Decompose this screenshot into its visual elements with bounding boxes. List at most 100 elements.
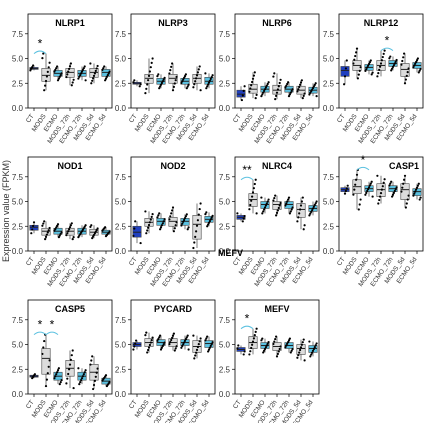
data-point-nlrc4 xyxy=(302,228,305,231)
data-point-nod1 xyxy=(54,228,57,231)
data-point-nlrc4 xyxy=(301,196,304,199)
data-point-nlrc4 xyxy=(299,204,303,207)
data-point-nod2 xyxy=(132,234,135,237)
panel-title-nlrp12: NLRP12 xyxy=(364,18,399,28)
data-point-nlrp3 xyxy=(199,89,202,92)
y-tick-label-nlrp1: 2.5 xyxy=(12,79,24,88)
data-point-nlrp3 xyxy=(147,74,151,77)
data-point-casp1 xyxy=(364,193,367,196)
data-point-nlrc4 xyxy=(310,210,313,214)
y-tick-label-pycard: 2.5 xyxy=(115,365,127,374)
data-point-nod2 xyxy=(168,218,171,221)
data-point-nlrp6 xyxy=(311,88,314,91)
data-point-nod2 xyxy=(147,223,151,227)
data-point-mefv xyxy=(274,337,277,341)
data-point-nlrp12 xyxy=(405,74,408,77)
data-point-nlrp1 xyxy=(65,75,68,79)
y-tick-label-nod2: 5.0 xyxy=(115,198,127,207)
data-point-nlrc4 xyxy=(260,196,263,199)
data-point-mefv xyxy=(311,351,314,354)
data-point-nod2 xyxy=(151,213,154,216)
data-point-casp5 xyxy=(69,358,72,361)
data-point-nlrc4 xyxy=(287,198,290,201)
data-point-nlrc4 xyxy=(299,208,302,211)
data-point-nod2 xyxy=(159,228,162,231)
data-point-nlrp12 xyxy=(370,73,373,76)
data-point-nod1 xyxy=(68,228,71,231)
data-point-nlrp3 xyxy=(211,74,214,77)
data-point-nlrp3 xyxy=(193,83,196,86)
data-point-nlrp1 xyxy=(44,84,47,87)
data-point-casp1 xyxy=(365,191,368,194)
data-point-casp1 xyxy=(390,180,393,183)
data-point-nlrc4 xyxy=(251,195,254,198)
data-point-nlrp3 xyxy=(150,61,153,64)
data-point-nlrc4 xyxy=(262,210,265,213)
data-point-mefv xyxy=(288,337,291,340)
data-point-casp1 xyxy=(377,202,380,205)
data-point-mefv xyxy=(262,351,265,354)
data-point-nlrp6 xyxy=(291,88,294,91)
data-point-nlrc4 xyxy=(276,209,279,212)
data-point-pycard xyxy=(172,332,175,335)
data-point-mefv xyxy=(264,346,267,349)
data-point-casp5 xyxy=(67,372,70,376)
data-point-nlrp6 xyxy=(261,93,264,96)
data-point-nod2 xyxy=(195,224,199,227)
data-point-casp5 xyxy=(104,374,108,377)
data-point-pycard xyxy=(180,346,183,349)
y-tick-label-casp5: 2.5 xyxy=(12,365,24,374)
data-point-mefv xyxy=(309,355,312,358)
data-point-nod1 xyxy=(30,232,33,235)
data-point-casp5 xyxy=(33,373,37,376)
data-point-casp1 xyxy=(418,198,421,201)
data-point-pycard xyxy=(181,344,184,348)
data-point-nlrc4 xyxy=(250,199,253,202)
data-point-casp1 xyxy=(358,203,361,206)
data-point-nod2 xyxy=(198,207,201,211)
data-point-nod2 xyxy=(181,222,184,225)
data-point-pycard xyxy=(171,334,175,337)
data-point-nlrp12 xyxy=(416,57,419,60)
data-point-nlrp12 xyxy=(343,75,347,78)
data-point-nlrp12 xyxy=(369,59,372,62)
y-tick-label-nlrp3: 0.0 xyxy=(115,104,127,113)
data-point-nlrp12 xyxy=(395,58,398,62)
data-point-nod2 xyxy=(175,221,178,224)
data-point-nlrc4 xyxy=(296,220,299,223)
data-point-nod2 xyxy=(139,241,142,245)
data-point-nlrp6 xyxy=(266,82,269,86)
data-point-casp5 xyxy=(96,367,99,370)
panel-frame-nlrp1 xyxy=(27,13,113,109)
y-tick-label-pycard: 0.0 xyxy=(115,390,127,399)
data-point-nlrp6 xyxy=(310,90,313,93)
data-point-nlrp6 xyxy=(312,85,315,88)
data-point-nod1 xyxy=(89,225,92,228)
data-point-nlrp6 xyxy=(267,81,270,84)
data-point-nlrp6 xyxy=(265,84,268,87)
data-point-nlrp3 xyxy=(187,83,190,86)
data-point-pycard xyxy=(147,346,151,349)
data-point-nlrp1 xyxy=(44,79,48,83)
data-point-nod2 xyxy=(160,224,163,227)
y-tick-label-mefv: 0.0 xyxy=(219,390,231,399)
box-nlrc4-mods_5d xyxy=(296,203,306,218)
data-point-nlrp3 xyxy=(185,87,188,90)
box-casp5-mods xyxy=(41,348,51,375)
data-point-mefv xyxy=(303,359,306,362)
y-tick-label-nlrp1: 7.5 xyxy=(12,30,24,39)
data-point-nlrp3 xyxy=(186,85,189,88)
data-point-nlrc4 xyxy=(291,206,294,209)
data-point-nlrp6 xyxy=(277,85,280,88)
data-point-nlrc4 xyxy=(288,212,291,215)
data-point-pycard xyxy=(207,350,210,353)
data-point-nlrp3 xyxy=(173,82,176,85)
data-point-nlrp3 xyxy=(148,70,151,73)
data-point-nlrp1 xyxy=(31,64,35,67)
data-point-nlrp6 xyxy=(264,86,267,89)
data-point-nlrp12 xyxy=(389,55,392,58)
panel-title-nlrp3: NLRP3 xyxy=(158,18,188,28)
data-point-nlrp3 xyxy=(158,87,161,90)
data-point-nlrp1 xyxy=(41,57,44,60)
